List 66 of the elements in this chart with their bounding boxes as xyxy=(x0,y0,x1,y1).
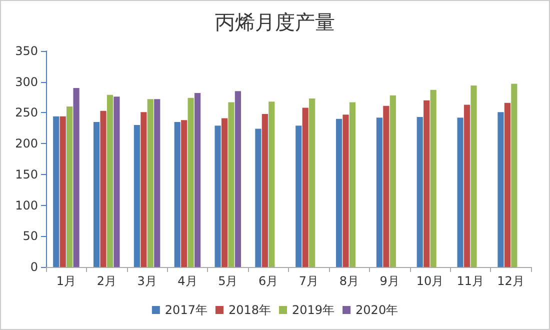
bar xyxy=(262,114,268,267)
x-tick-label: 12月 xyxy=(497,274,524,288)
bar xyxy=(140,112,147,267)
y-tick-label: 250 xyxy=(15,106,38,120)
bar xyxy=(73,88,80,267)
y-tick-label: 300 xyxy=(15,74,38,89)
bar xyxy=(296,126,302,267)
bar xyxy=(106,94,114,267)
x-tick-label: 4月 xyxy=(178,274,198,288)
y-tick-label: 0 xyxy=(30,260,38,274)
bar xyxy=(464,104,470,267)
bar xyxy=(60,116,66,267)
bar xyxy=(342,114,349,267)
bar xyxy=(53,116,60,267)
x-tick-label: 9月 xyxy=(380,274,400,288)
y-tick-label: 200 xyxy=(15,136,38,151)
bar xyxy=(214,126,221,267)
x-tick-label: 10月 xyxy=(416,274,444,288)
bar xyxy=(511,84,518,267)
x-tick-label: 2月 xyxy=(96,274,116,288)
x-tick-label: 8月 xyxy=(339,274,359,288)
x-tick-label: 5月 xyxy=(218,274,238,288)
legend-label: 2018年 xyxy=(228,303,272,317)
bar xyxy=(93,122,100,267)
bar xyxy=(174,122,180,267)
bar xyxy=(457,118,464,267)
bar xyxy=(154,99,160,267)
bar xyxy=(134,125,140,267)
y-tick-label: 100 xyxy=(15,198,38,212)
bar xyxy=(470,86,477,267)
bar xyxy=(383,106,390,267)
y-tick-label: 350 xyxy=(15,44,38,58)
bar xyxy=(376,118,383,267)
y-tick-label: 150 xyxy=(15,167,38,182)
bar xyxy=(430,90,436,267)
bar xyxy=(349,102,356,267)
bar xyxy=(188,98,194,267)
x-tick-label: 11月 xyxy=(456,274,484,288)
legend-label: 2017年 xyxy=(164,303,208,317)
bar xyxy=(66,106,73,267)
bar xyxy=(302,108,308,267)
bar xyxy=(228,102,234,267)
x-tick-label: 3月 xyxy=(137,274,157,288)
bar xyxy=(390,95,396,267)
bar xyxy=(147,99,154,267)
bar xyxy=(234,91,242,267)
bar xyxy=(194,92,201,267)
bar xyxy=(424,100,430,267)
bar xyxy=(504,102,510,267)
bar xyxy=(309,98,316,267)
legend-label: 2019年 xyxy=(292,303,335,317)
bar xyxy=(268,102,275,267)
x-tick-label: 7月 xyxy=(298,274,319,288)
legend-label: 2020年 xyxy=(356,303,398,317)
y-tick-label: 50 xyxy=(22,229,38,244)
bar xyxy=(255,128,262,267)
x-tick-label: 6月 xyxy=(258,274,278,288)
bar xyxy=(336,118,342,267)
bar xyxy=(416,117,423,267)
chart-title: 丙烯月度产量 xyxy=(215,10,335,34)
x-tick-label: 1月 xyxy=(56,274,76,288)
bar xyxy=(114,96,120,267)
bar xyxy=(100,110,106,267)
bar xyxy=(181,120,188,267)
bar xyxy=(221,118,228,267)
bar xyxy=(498,112,504,267)
